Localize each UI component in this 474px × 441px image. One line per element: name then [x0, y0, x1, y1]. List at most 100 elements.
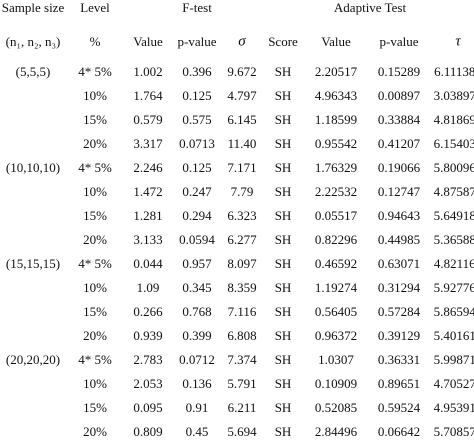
table-cell: 0.00897 [377, 88, 421, 103]
table-cell: 15% [83, 112, 107, 127]
table-cell: 1.0307 [318, 352, 354, 367]
table-cell: 1.002 [133, 64, 163, 79]
table-cell: 5.791 [227, 376, 257, 391]
sample-size: (20,20,20) [5, 352, 61, 367]
table-cell: 0.399 [182, 328, 212, 343]
table-cell: 10% [83, 184, 107, 199]
table-cell: 4.953914 [433, 400, 474, 415]
table-cell: SH [274, 184, 292, 199]
table-cell: 2.053 [133, 376, 163, 391]
table-cell: 5.649184 [433, 208, 474, 223]
table-cell: 4* 5% [78, 64, 112, 79]
table-cell: 5.401612 [433, 328, 474, 343]
table-cell: 4.875872 [433, 184, 474, 199]
table-cell: SH [274, 136, 292, 151]
table-cell: 5.694 [227, 424, 257, 439]
table-cell: 1.76329 [314, 160, 358, 175]
table-cell: 0.82296 [314, 232, 358, 247]
table-cell: 2.246 [133, 160, 163, 175]
table-cell: 0.05517 [314, 208, 358, 223]
table-cell: 0.31294 [377, 280, 421, 295]
table-cell: 4* 5% [78, 352, 112, 367]
table-cell: 0.0594 [179, 232, 215, 247]
table-cell: 0.575 [182, 112, 212, 127]
table-cell: SH [274, 64, 292, 79]
table-cell: 0.579 [133, 112, 163, 127]
subheader-cell: τ [455, 33, 461, 50]
table-cell: 0.41207 [377, 136, 421, 151]
table-cell: SH [274, 400, 292, 415]
table-cell: 0.45 [185, 424, 209, 439]
subheader-cell: Value [321, 34, 351, 49]
table-cell: 6.277 [227, 232, 257, 247]
table-cell: 0.39129 [377, 328, 421, 343]
table-cell: 0.56405 [314, 304, 358, 319]
table-cell: 5.865944 [433, 304, 474, 319]
table-cell: 4.96343 [314, 88, 358, 103]
table-cell: 0.63071 [377, 256, 421, 271]
sample-size: (5,5,5) [15, 64, 51, 79]
table-cell: 20% [83, 232, 107, 247]
table-cell: 0.396 [182, 64, 212, 79]
table-cell: 20% [83, 136, 107, 151]
table-cell: 1.18599 [314, 112, 358, 127]
table-cell: 6.211 [227, 400, 257, 415]
table-cell: 0.59524 [377, 400, 421, 415]
table-cell: SH [274, 352, 292, 367]
table-cell: 0.957 [182, 256, 212, 271]
table-cell: 4* 5% [78, 160, 112, 175]
table-cell: 10% [83, 376, 107, 391]
table-cell: 8.359 [227, 280, 257, 295]
table-cell: 5.998714 [433, 352, 474, 367]
sample-size: (15,15,15) [5, 256, 61, 271]
table-cell: 0.095 [133, 400, 163, 415]
table-cell: 7.79 [230, 184, 254, 199]
table-cell: 0.768 [182, 304, 212, 319]
table-cell: 6.154036 [433, 136, 474, 151]
table-cell: 1.281 [133, 208, 163, 223]
table-cell: 0.12747 [377, 184, 421, 199]
subheader-cell: Value [133, 34, 163, 49]
table-cell: 0.91 [185, 400, 209, 415]
table-cell: SH [274, 160, 292, 175]
table-cell: 3.317 [133, 136, 163, 151]
table-cell: 7.374 [227, 352, 257, 367]
table-cell: 0.94643 [377, 208, 421, 223]
subheader-cell: p-value [177, 34, 217, 49]
table-cell: 0.125 [182, 88, 212, 103]
table-cell: SH [274, 424, 292, 439]
table-cell: 0.36331 [377, 352, 421, 367]
table-cell: 6.145 [227, 112, 257, 127]
table-cell: SH [274, 376, 292, 391]
table-cell: 0.809 [133, 424, 163, 439]
table-cell: 0.46592 [314, 256, 358, 271]
table-cell: SH [274, 88, 292, 103]
table-cell: 5.365883 [433, 232, 474, 247]
table-cell: SH [274, 304, 292, 319]
table-cell: 2.22532 [314, 184, 358, 199]
table-cell: 11.40 [227, 136, 257, 151]
table-cell: 5.927768 [433, 280, 474, 295]
sample-size: (10,10,10) [5, 160, 61, 175]
table-cell: 4.818696 [433, 112, 474, 127]
table-cell: 6.323 [227, 208, 257, 223]
subheader-cell: σ [238, 33, 246, 50]
table-cell: 15% [83, 208, 107, 223]
table-cell: 3.038976 [433, 88, 474, 103]
table-cell: 2.20517 [314, 64, 358, 79]
table-cell: 7.171 [227, 160, 257, 175]
table-cell: 5.800966 [433, 160, 474, 175]
table-cell: 0.44985 [377, 232, 421, 247]
table-cell: 0.33884 [377, 112, 421, 127]
table-cell: 4.797 [227, 88, 257, 103]
table-cell: 0.52085 [314, 400, 358, 415]
table-cell: 0.044 [133, 256, 163, 271]
table-cell: 1.19274 [314, 280, 358, 295]
table-cell: 0.125 [182, 160, 212, 175]
table-cell: 1.09 [136, 280, 160, 295]
table-cell: SH [274, 232, 292, 247]
table-cell: SH [274, 208, 292, 223]
header-cell: F-test [182, 0, 212, 15]
table-cell: 5.708575 [433, 424, 474, 439]
